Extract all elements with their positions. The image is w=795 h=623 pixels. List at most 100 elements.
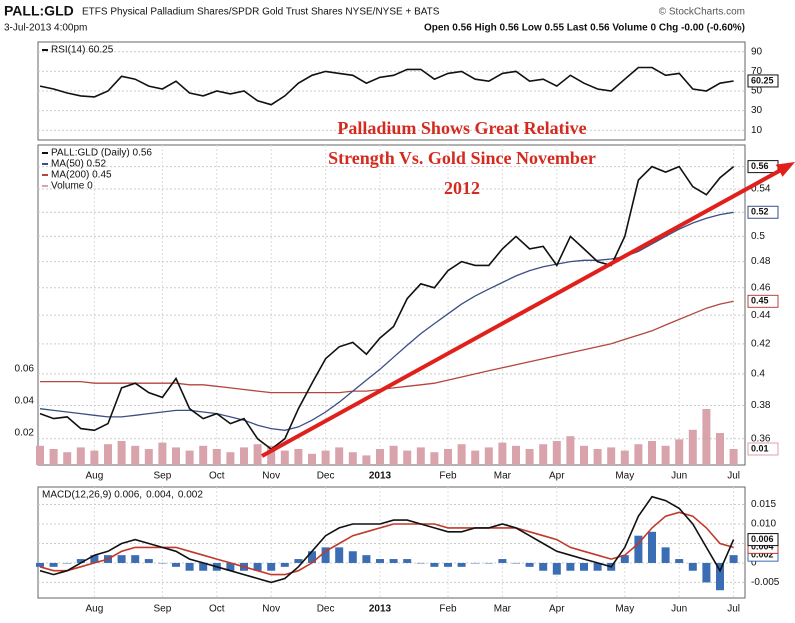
annotation: 2012 (444, 178, 480, 198)
x-tick-label: Jun (671, 471, 687, 482)
bar (430, 562, 439, 567)
bar (226, 562, 235, 571)
bar (362, 555, 371, 563)
end-label: 0.01 (751, 443, 769, 453)
trend-arrow (775, 162, 795, 177)
end-label: 60.25 (751, 75, 774, 85)
x-tick-label: Nov (262, 471, 280, 482)
bar (593, 449, 602, 465)
series-line (39, 495, 735, 584)
bar (566, 562, 575, 571)
x-tick-label: Sep (154, 604, 172, 615)
legend-label: 0.002 (178, 490, 203, 501)
bar (253, 562, 262, 571)
x-tick-label: Jun (671, 604, 687, 615)
bar (457, 562, 466, 567)
bar (144, 449, 153, 465)
bar (280, 450, 289, 465)
bar (49, 562, 58, 567)
y2-tick-label: 0.06 (15, 364, 35, 375)
y-tick-label: 0.010 (751, 519, 776, 530)
bar (321, 450, 330, 465)
bar (117, 555, 126, 563)
x-tick-label: 2013 (369, 604, 392, 615)
bar (634, 444, 643, 465)
bar (484, 447, 493, 465)
source: © StockCharts.com (659, 7, 745, 18)
bar (335, 547, 344, 563)
bar (212, 449, 221, 465)
bar (648, 531, 656, 563)
y-tick-label: 0 (751, 558, 757, 569)
bar (76, 559, 85, 563)
bar (144, 559, 153, 563)
bar (63, 562, 72, 564)
bar (620, 555, 629, 563)
bar (403, 450, 412, 465)
bar (552, 562, 561, 575)
bar (729, 449, 738, 465)
bar (90, 450, 99, 465)
bar (648, 441, 656, 465)
bar (457, 444, 466, 465)
y-tick-label: 70 (751, 66, 763, 77)
bar (240, 447, 248, 465)
bar (308, 453, 316, 465)
x-tick-label: Apr (549, 604, 565, 615)
bar (552, 441, 561, 465)
bar (688, 562, 697, 571)
bar (226, 452, 235, 465)
bar (199, 445, 208, 465)
y-tick-label: 90 (751, 46, 763, 57)
bar (104, 444, 112, 465)
bar (607, 447, 616, 465)
plots: 10 30 50 70 90 60.25 RSI(14) 60.25 Aug Sep Oct Nov… (15, 41, 780, 615)
bar (158, 562, 167, 564)
bar (389, 559, 398, 563)
bar (117, 441, 126, 465)
bar (620, 450, 629, 465)
x-tick-label: Aug (86, 471, 104, 482)
bar (580, 445, 588, 465)
bar (702, 562, 711, 583)
quote: Open 0.56 High 0.56 Low 0.55 Last 0.56 V… (424, 23, 745, 34)
bar (403, 559, 412, 563)
bar (593, 562, 602, 571)
bar (308, 551, 316, 563)
annotation: Strength Vs. Gold Since November (328, 148, 596, 168)
series-line (39, 165, 735, 451)
bar (539, 444, 548, 465)
bar (525, 449, 534, 465)
bar (566, 436, 575, 465)
bar (661, 547, 670, 563)
bar (525, 562, 534, 567)
bar (471, 450, 480, 465)
symbol: PALL:GLD (4, 3, 74, 19)
bar (416, 447, 425, 465)
x-tick-label: Dec (317, 604, 335, 615)
bar (512, 562, 520, 564)
date: 3-Jul-2013 4:00pm (4, 23, 87, 34)
x-tick-label: May (615, 604, 634, 615)
bar (484, 562, 493, 564)
y-tick-label: 0.48 (751, 256, 771, 267)
bar (63, 452, 72, 465)
bar (172, 562, 180, 567)
legend-label: Volume 0 (51, 181, 93, 192)
y-tick-label: 0.015 (751, 499, 776, 510)
y-tick-label: 0.4 (751, 369, 765, 380)
bar (539, 562, 548, 571)
bar (702, 409, 711, 465)
bar (389, 445, 398, 465)
bar (729, 555, 738, 563)
bar (498, 442, 507, 465)
bar (76, 447, 85, 465)
end-label: 0.52 (751, 207, 769, 217)
y-tick-label: 0.54 (751, 184, 771, 195)
bar (36, 562, 44, 567)
x-tick-label: Nov (262, 604, 280, 615)
bar (580, 562, 588, 571)
x-tick-label: Feb (439, 471, 457, 482)
bar (49, 449, 58, 465)
bar (185, 562, 194, 571)
